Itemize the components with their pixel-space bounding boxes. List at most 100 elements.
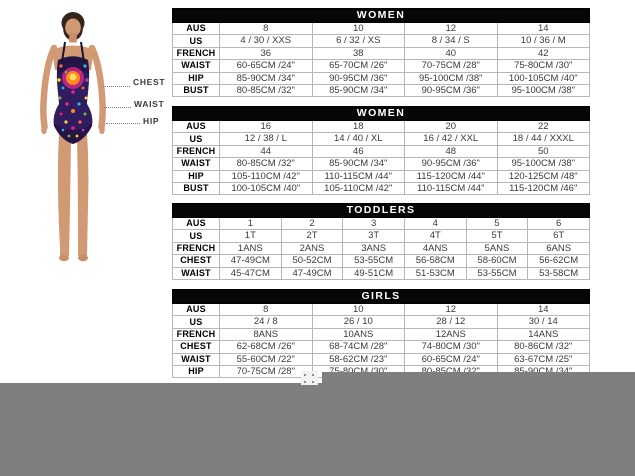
table-cell: 10 / 36 / M (496, 34, 590, 48)
table-cell: 20 (404, 119, 498, 134)
table-cell: 12 (404, 21, 498, 36)
table-cell: 6 / 32 / XS (311, 34, 405, 48)
table-cell: 4T (403, 229, 467, 243)
table-cell: 14ANS (496, 327, 590, 342)
table-cell: 80-85CM /32" (219, 157, 313, 171)
table-cell: 1ANS (219, 241, 282, 256)
table-cell: 85-90CM /34" (219, 71, 313, 85)
row-label: FRENCH (172, 144, 220, 159)
table-row: AUS 1 2 3 4 5 6 (172, 216, 590, 231)
table-row: BUST 100-105CM /40" 105-110CM /42" 110-115C… (172, 181, 590, 196)
table-title: WOMEN (172, 106, 590, 121)
table-cell: 53-55CM (342, 254, 405, 268)
table-cell: 90-95CM /36" (404, 157, 498, 171)
table-title: TODDLERS (172, 203, 590, 218)
table-cell: 6ANS (527, 241, 590, 256)
table-row: FRENCH 44 46 48 50 (172, 144, 590, 159)
table-cell: 68-74CM /28" (311, 340, 405, 354)
row-label: HIP (172, 71, 220, 85)
table-cell: 105-110CM /42" (311, 181, 405, 196)
table-cell: 44 (219, 144, 313, 159)
table-cell: 4ANS (403, 241, 467, 256)
row-label: US (172, 315, 220, 329)
table-cell: 14 / 40 / XL (311, 132, 405, 146)
table-cell: 74-80CM /30" (404, 340, 498, 354)
table-cell: 14 (496, 302, 590, 317)
table-cell: 12ANS (404, 327, 498, 342)
table-cell: 42 (496, 46, 590, 61)
table-row: FRENCH 8ANS 10ANS 12ANS 14ANS (172, 327, 590, 342)
table-cell: 110-115CM /44" (311, 169, 405, 183)
table-cell: 49-51CM (342, 266, 405, 280)
table-cell: 80-86CM /32" (496, 340, 590, 354)
table-cell: 95-100CM /38" (404, 71, 498, 85)
table-cell: 3T (342, 229, 405, 243)
table-cell: 70-75CM /28" (219, 364, 313, 379)
table-cell: 6T (527, 229, 590, 243)
table-cell: 56-58CM (403, 254, 467, 268)
table-cell: 100-105CM /40" (496, 71, 590, 85)
table-cell: 70-75CM /28" (404, 59, 498, 73)
table-cell: 16 (219, 119, 313, 134)
resize-handle[interactable] (301, 371, 318, 385)
table-title: WOMEN (172, 8, 590, 23)
table-cell: 75-80CM /30" (496, 59, 590, 73)
table-cell: 90-95CM /36" (404, 83, 498, 98)
chest-label: CHEST (133, 77, 166, 87)
table-row: WAIST 80-85CM /32" 85-90CM /34" 90-95CM /36… (172, 157, 590, 171)
table-cell: 60-65CM /24" (219, 59, 313, 73)
table-cell: 115-120CM /44" (404, 169, 498, 183)
table-cell: 4 (403, 216, 467, 231)
table-cell: 16 / 42 / XXL (404, 132, 498, 146)
row-label: AUS (172, 302, 220, 317)
table-cell: 10ANS (311, 327, 405, 342)
table-cell: 80-85CM /32" (219, 83, 313, 98)
table-cell: 65-70CM /26" (311, 59, 405, 73)
hip-leader-line (106, 123, 140, 124)
table-cell: 95-100CM /38" (496, 83, 590, 98)
table-row: HIP 85-90CM /34" 90-95CM /36" 95-100CM /38"… (172, 71, 590, 85)
row-label: US (172, 229, 220, 243)
table-cell: 30 / 14 (496, 315, 590, 329)
chest-leader-line (103, 86, 130, 87)
table-row: WAIST 60-65CM /24" 65-70CM /26" 70-75CM /28… (172, 59, 590, 73)
row-label: BUST (172, 181, 220, 196)
table-row: US 4 / 30 / XXS 6 / 32 / XS 8 / 34 / S 10 / … (172, 34, 590, 48)
table-cell: 24 / 8 (219, 315, 313, 329)
table-cell: 100-105CM /40" (219, 181, 313, 196)
table-row: US 1T 2T 3T 4T 5T 6T (172, 229, 590, 243)
table-cell: 47-49CM (280, 266, 344, 280)
row-label: AUS (172, 21, 220, 36)
table-cell: 10 (311, 302, 405, 317)
table-cell: 110-115CM /44" (404, 181, 498, 196)
table-cell: 46 (311, 144, 405, 159)
gray-cutoff-area-bottom (0, 383, 635, 476)
row-label: FRENCH (172, 327, 220, 342)
table-cell: 58-60CM (465, 254, 529, 268)
swimsuit-model-figure (40, 12, 106, 262)
size-table-girls-4: GIRLS AUS 8 10 12 14 US 24 / 8 26 / 10 28 / 12 30 … (172, 289, 590, 379)
model-photo (33, 8, 145, 266)
table-cell: 36 (219, 46, 313, 61)
table-row: FRENCH 36 38 40 42 (172, 46, 590, 61)
table-cell: 3ANS (342, 241, 405, 256)
table-cell: 62-68CM /26" (219, 340, 313, 354)
table-cell: 3 (342, 216, 405, 231)
table-cell: 5T (465, 229, 529, 243)
table-cell: 8 / 34 / S (404, 34, 498, 48)
table-cell: 5ANS (465, 241, 529, 256)
table-cell: 8 (219, 21, 313, 36)
table-cell: 12 (404, 302, 498, 317)
row-label: WAIST (172, 266, 220, 280)
table-cell: 1 (219, 216, 282, 231)
table-cell: 47-49CM (219, 254, 282, 268)
table-row: WAIST 45-47CM 47-49CM 49-51CM 51-53CM 53-55CM… (172, 266, 590, 280)
table-cell: 45-47CM (219, 266, 282, 280)
row-label: BUST (172, 83, 220, 98)
table-cell: 14 (496, 21, 590, 36)
table-row: US 24 / 8 26 / 10 28 / 12 30 / 14 (172, 315, 590, 329)
table-cell: 95-100CM /38" (496, 157, 590, 171)
row-label: HIP (172, 364, 220, 379)
table-row: CHEST 47-49CM 50-52CM 53-55CM 56-58CM 58-60CM… (172, 254, 590, 268)
